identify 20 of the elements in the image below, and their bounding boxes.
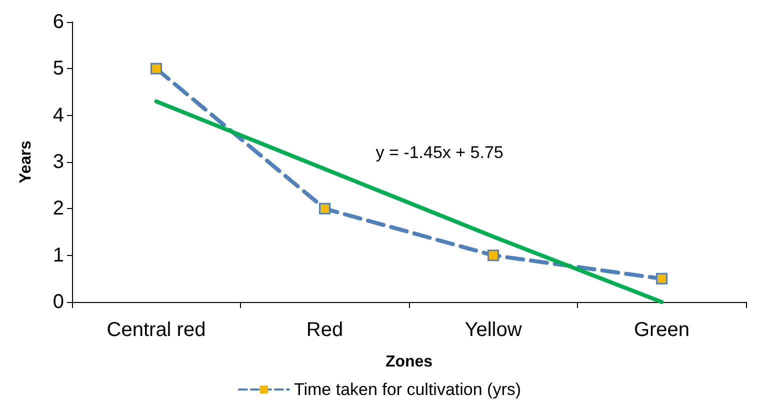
y-tick-label: 3	[52, 151, 64, 173]
legend-label: Time taken for cultivation (yrs)	[294, 380, 522, 399]
x-tick-label: Green	[634, 319, 690, 341]
y-tick-label: 1	[52, 244, 64, 266]
line-series	[154, 99, 664, 304]
x-tick-label: Central red	[106, 319, 206, 341]
point	[319, 202, 330, 214]
y-axis-title: Years	[18, 140, 34, 184]
y-tick-label: 5	[52, 58, 64, 80]
annotation: y = -1.45x + 5.75	[376, 143, 504, 162]
y-tick-label: 0	[52, 291, 64, 313]
y-tick-label: 4	[52, 104, 64, 126]
y-tick-label: 2	[52, 198, 64, 220]
x-tick-label: Red	[306, 319, 344, 341]
point	[656, 272, 668, 284]
x-tick-label: Yellow	[464, 319, 522, 341]
x-axis-title: Zones	[385, 354, 433, 370]
point	[150, 62, 162, 74]
y-tick-label: 6	[52, 11, 64, 33]
point	[488, 250, 499, 262]
